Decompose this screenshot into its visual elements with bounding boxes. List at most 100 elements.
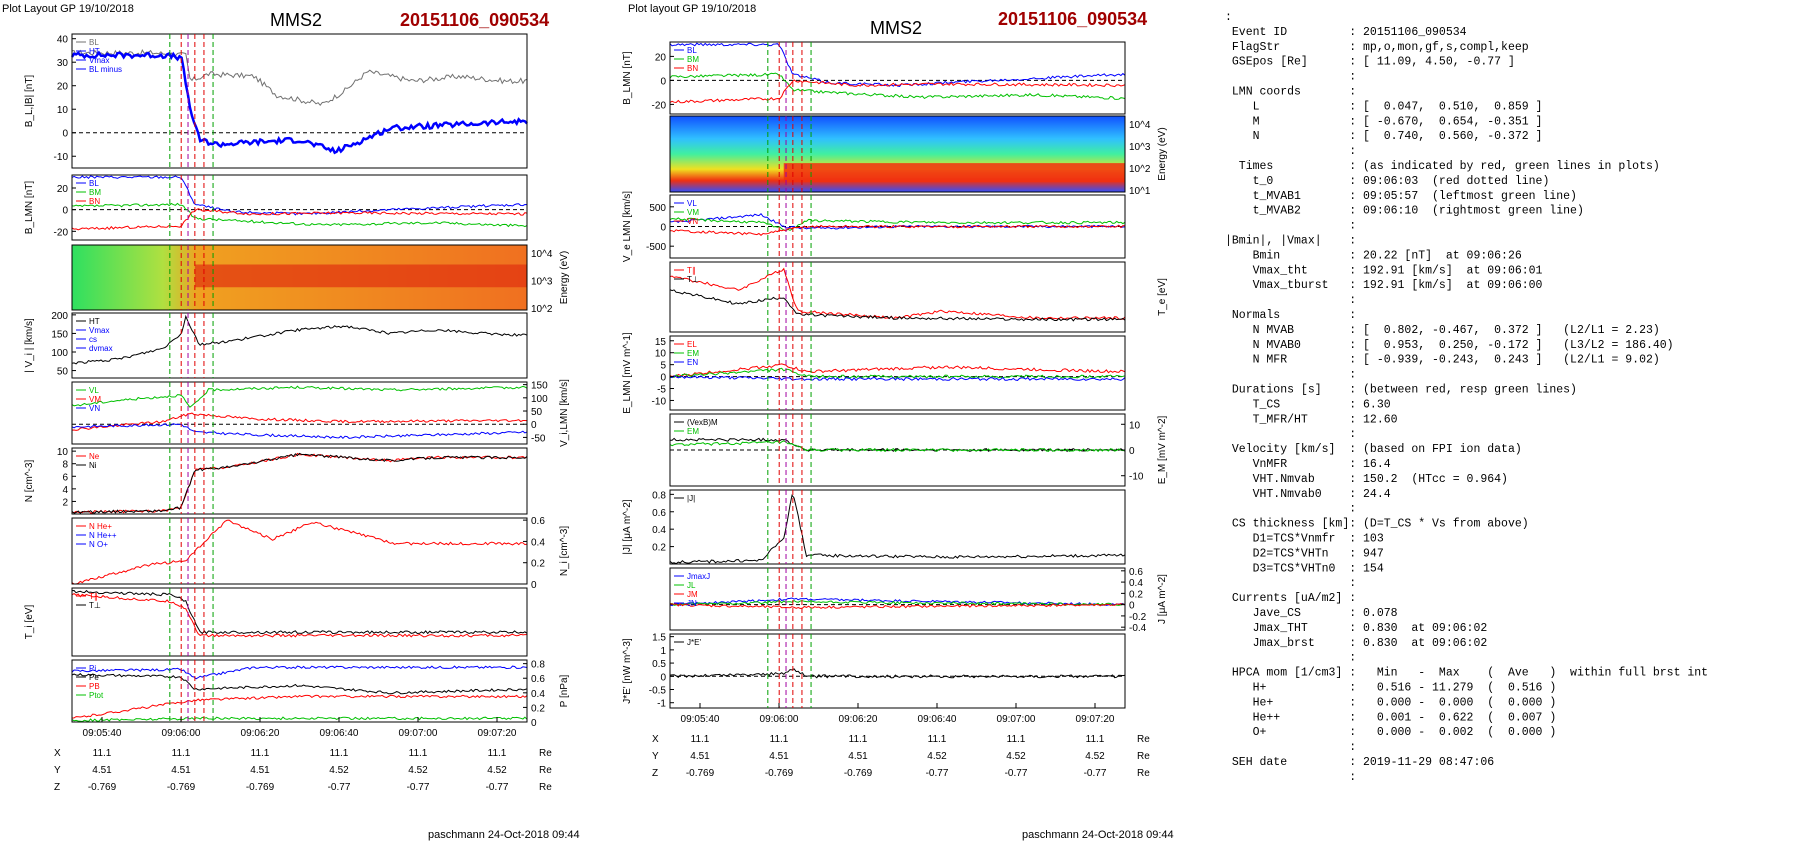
info-line: Currents [uA/m2] : (1225, 592, 1356, 605)
position-row-label: X (652, 734, 659, 745)
info-line: : (1225, 577, 1356, 590)
legend-entry: Vmax (89, 326, 109, 335)
x-tick-label: 09:07:20 (1076, 714, 1115, 725)
info-line: T_CS : 6.30 (1225, 398, 1391, 411)
panel-ylabel: J*E' [nW m^-3] (622, 638, 633, 704)
info-line: t_0 : 09:06:03 (red dotted line) (1225, 175, 1549, 188)
tick-label: 20 (655, 52, 667, 63)
tick-label: 0 (1129, 446, 1135, 457)
legend-entry: BM (89, 188, 101, 197)
position-unit: Re (539, 782, 552, 793)
position-value: -0.77 (486, 782, 509, 793)
tick-label: 0 (62, 206, 68, 217)
tick-label: 0.4 (652, 525, 666, 536)
info-line: Jmax_THT : 0.830 at 09:06:02 (1225, 622, 1487, 635)
tick-label: 10 (57, 447, 69, 458)
x-tick-label: 09:06:00 (162, 728, 201, 739)
panel-ylabel: E_LMN [mV m^-1] (622, 332, 633, 414)
tick-label: 5 (660, 361, 666, 372)
position-value: 11.1 (770, 734, 789, 745)
left-page-footer: paschmann 24-Oct-2018 09:44 (428, 829, 580, 841)
info-line: N MVAB : [ 0.802, -0.467, 0.372 ] (L2/L1… (1225, 324, 1660, 337)
position-value: -0.77 (328, 782, 351, 793)
tick-label: -0.2 (1129, 612, 1147, 623)
tick-label: 200 (51, 311, 68, 322)
series-PB (71, 665, 528, 680)
position-value: -0.769 (844, 768, 873, 779)
position-value: 11.1 (691, 734, 710, 745)
tick-label: 0 (531, 420, 537, 431)
series-BL (669, 42, 1126, 87)
panel-frame (669, 567, 1126, 631)
spectrogram-band (783, 163, 1125, 183)
tick-label: 500 (649, 203, 666, 214)
legend-entry: VM (687, 208, 699, 217)
info-line: Normals : (1225, 309, 1356, 322)
legend-entry: BL (89, 179, 99, 188)
position-value: -0.769 (88, 782, 117, 793)
legend-entry: dvmax (89, 344, 113, 353)
info-line: H+ : 0.516 - 11.279 ( 0.516 ) (1225, 682, 1556, 695)
tick-label: -10 (652, 396, 667, 407)
info-line: |Bmin|, |Vmax| : (1225, 235, 1356, 248)
tick-label: 50 (531, 407, 543, 418)
panel-frame (669, 41, 1126, 115)
position-value: 4.51 (690, 751, 710, 762)
series-BM (669, 72, 1126, 100)
panel-1: 10^4 10^3 10^2 10^1 Energy (eV) (669, 115, 1168, 197)
right-page-header: Plot layout GP 19/10/2018 (628, 3, 756, 15)
legend-entry: T⊥ (687, 275, 699, 284)
tick-label: 8 (62, 460, 68, 471)
legend-entry: N O+ (89, 540, 108, 549)
series-T∥ (71, 592, 527, 638)
position-value: 11.1 (849, 734, 868, 745)
panel-frame (71, 447, 528, 515)
position-value: 4.52 (927, 751, 947, 762)
series-Ptot (71, 673, 528, 695)
tick-label: -5 (657, 385, 666, 396)
panel-ylabel: V_i,LMN [km/s] (559, 379, 570, 447)
series-JM (669, 599, 1126, 607)
info-line: VnMFR : 16.4 (1225, 458, 1391, 471)
series-|B| (71, 48, 528, 106)
legend-entry: VN (687, 217, 698, 226)
series-EL (669, 375, 1126, 382)
legend-entry: (VexB)M (687, 418, 718, 427)
tick-label: 2 (62, 497, 68, 508)
position-value: 4.52 (1085, 751, 1105, 762)
series-Ni (71, 452, 528, 514)
x-tick-label: 09:06:20 (241, 728, 280, 739)
tick-label: 0.4 (1129, 578, 1143, 589)
tick-label: 6 (62, 472, 68, 483)
info-line: HPCA mom [1/cm3] : Min - Max ( Ave ) wit… (1225, 667, 1708, 680)
panel-5: -10 0 10 (VexB)MEM E_M [mV m^-2] (669, 413, 1168, 487)
panel-ylabel: J [μA m^-2] (1157, 574, 1168, 624)
series-VL (71, 385, 528, 408)
info-line: : (1225, 294, 1356, 307)
info-line: N MFR : [ -0.939, -0.243, 0.243 ] (L2/L1… (1225, 354, 1660, 367)
info-line: N : [ 0.740, 0.560, -0.372 ] (1225, 130, 1542, 143)
position-value: 11.1 (172, 748, 191, 759)
info-line: FlagStr : mp,o,mon,gf,s,compl,keep (1225, 41, 1529, 54)
position-value: 4.51 (769, 751, 789, 762)
panel-frame (71, 517, 528, 585)
position-value: -0.77 (407, 782, 430, 793)
tick-label: 15 (655, 337, 667, 348)
position-value: 4.52 (329, 765, 349, 776)
tick-label: 1.5 (652, 633, 666, 644)
info-line: : (1225, 741, 1356, 754)
info-line: : (1225, 11, 1232, 24)
tick-label: 0.6 (531, 516, 545, 527)
panel-ylabel: P [nPa] (559, 674, 570, 707)
series-Pe (71, 716, 528, 723)
legend-entry: BL (687, 46, 697, 55)
legend-entry: VM (89, 395, 101, 404)
series-EN (669, 363, 1126, 378)
